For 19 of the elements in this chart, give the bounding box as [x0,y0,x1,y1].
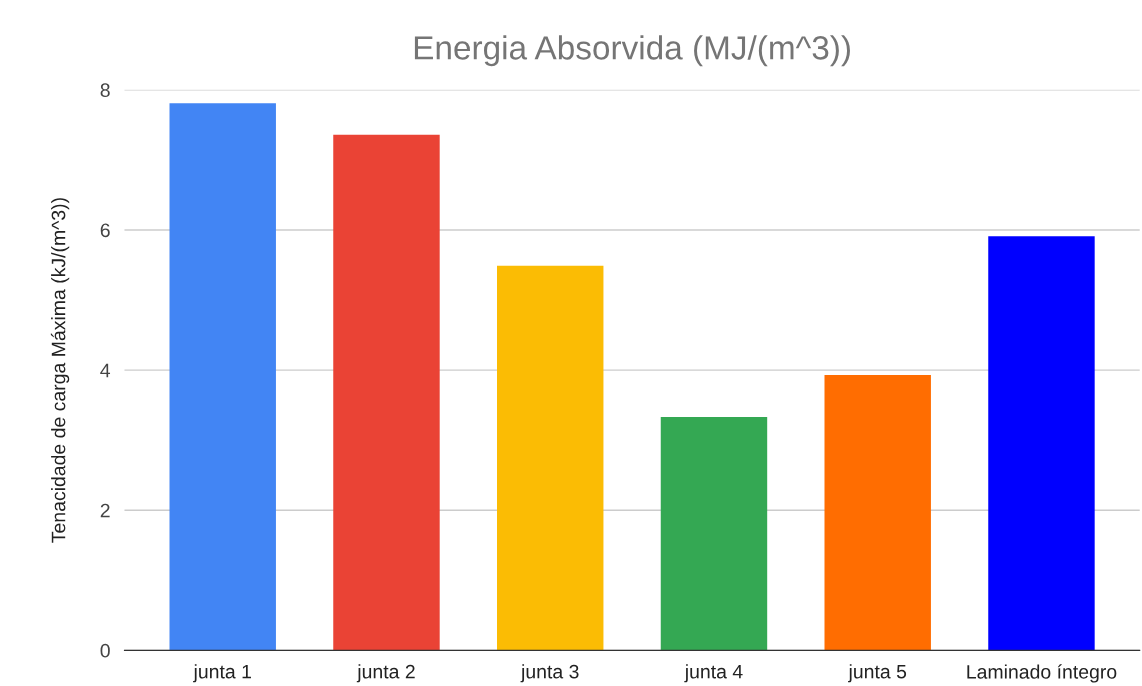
y-tick-label: 6 [100,223,110,238]
bar [988,236,1095,651]
y-tick-label: 2 [100,503,110,518]
x-tick-label: junta 2 [356,664,415,683]
bar [333,134,440,651]
y-axis-title: Tenacidade de carga Máxima (kJ/(m^3)) [50,198,70,543]
bar [824,375,931,651]
bar [497,265,604,651]
chart-title: Energia Absorvida (MJ/(m^3)) [414,35,850,67]
x-tick-label: junta 4 [684,664,743,683]
bar [660,417,768,651]
x-tick-label: junta 5 [848,664,907,683]
bar [169,103,276,651]
y-tick-label: 8 [100,83,110,98]
y-tick-label: 0 [100,643,110,658]
x-tick-label: junta 3 [520,664,579,683]
y-tick-label: 4 [100,363,111,378]
x-tick-label: Laminado íntegro [967,664,1117,683]
x-tick-label: junta 1 [193,664,251,683]
